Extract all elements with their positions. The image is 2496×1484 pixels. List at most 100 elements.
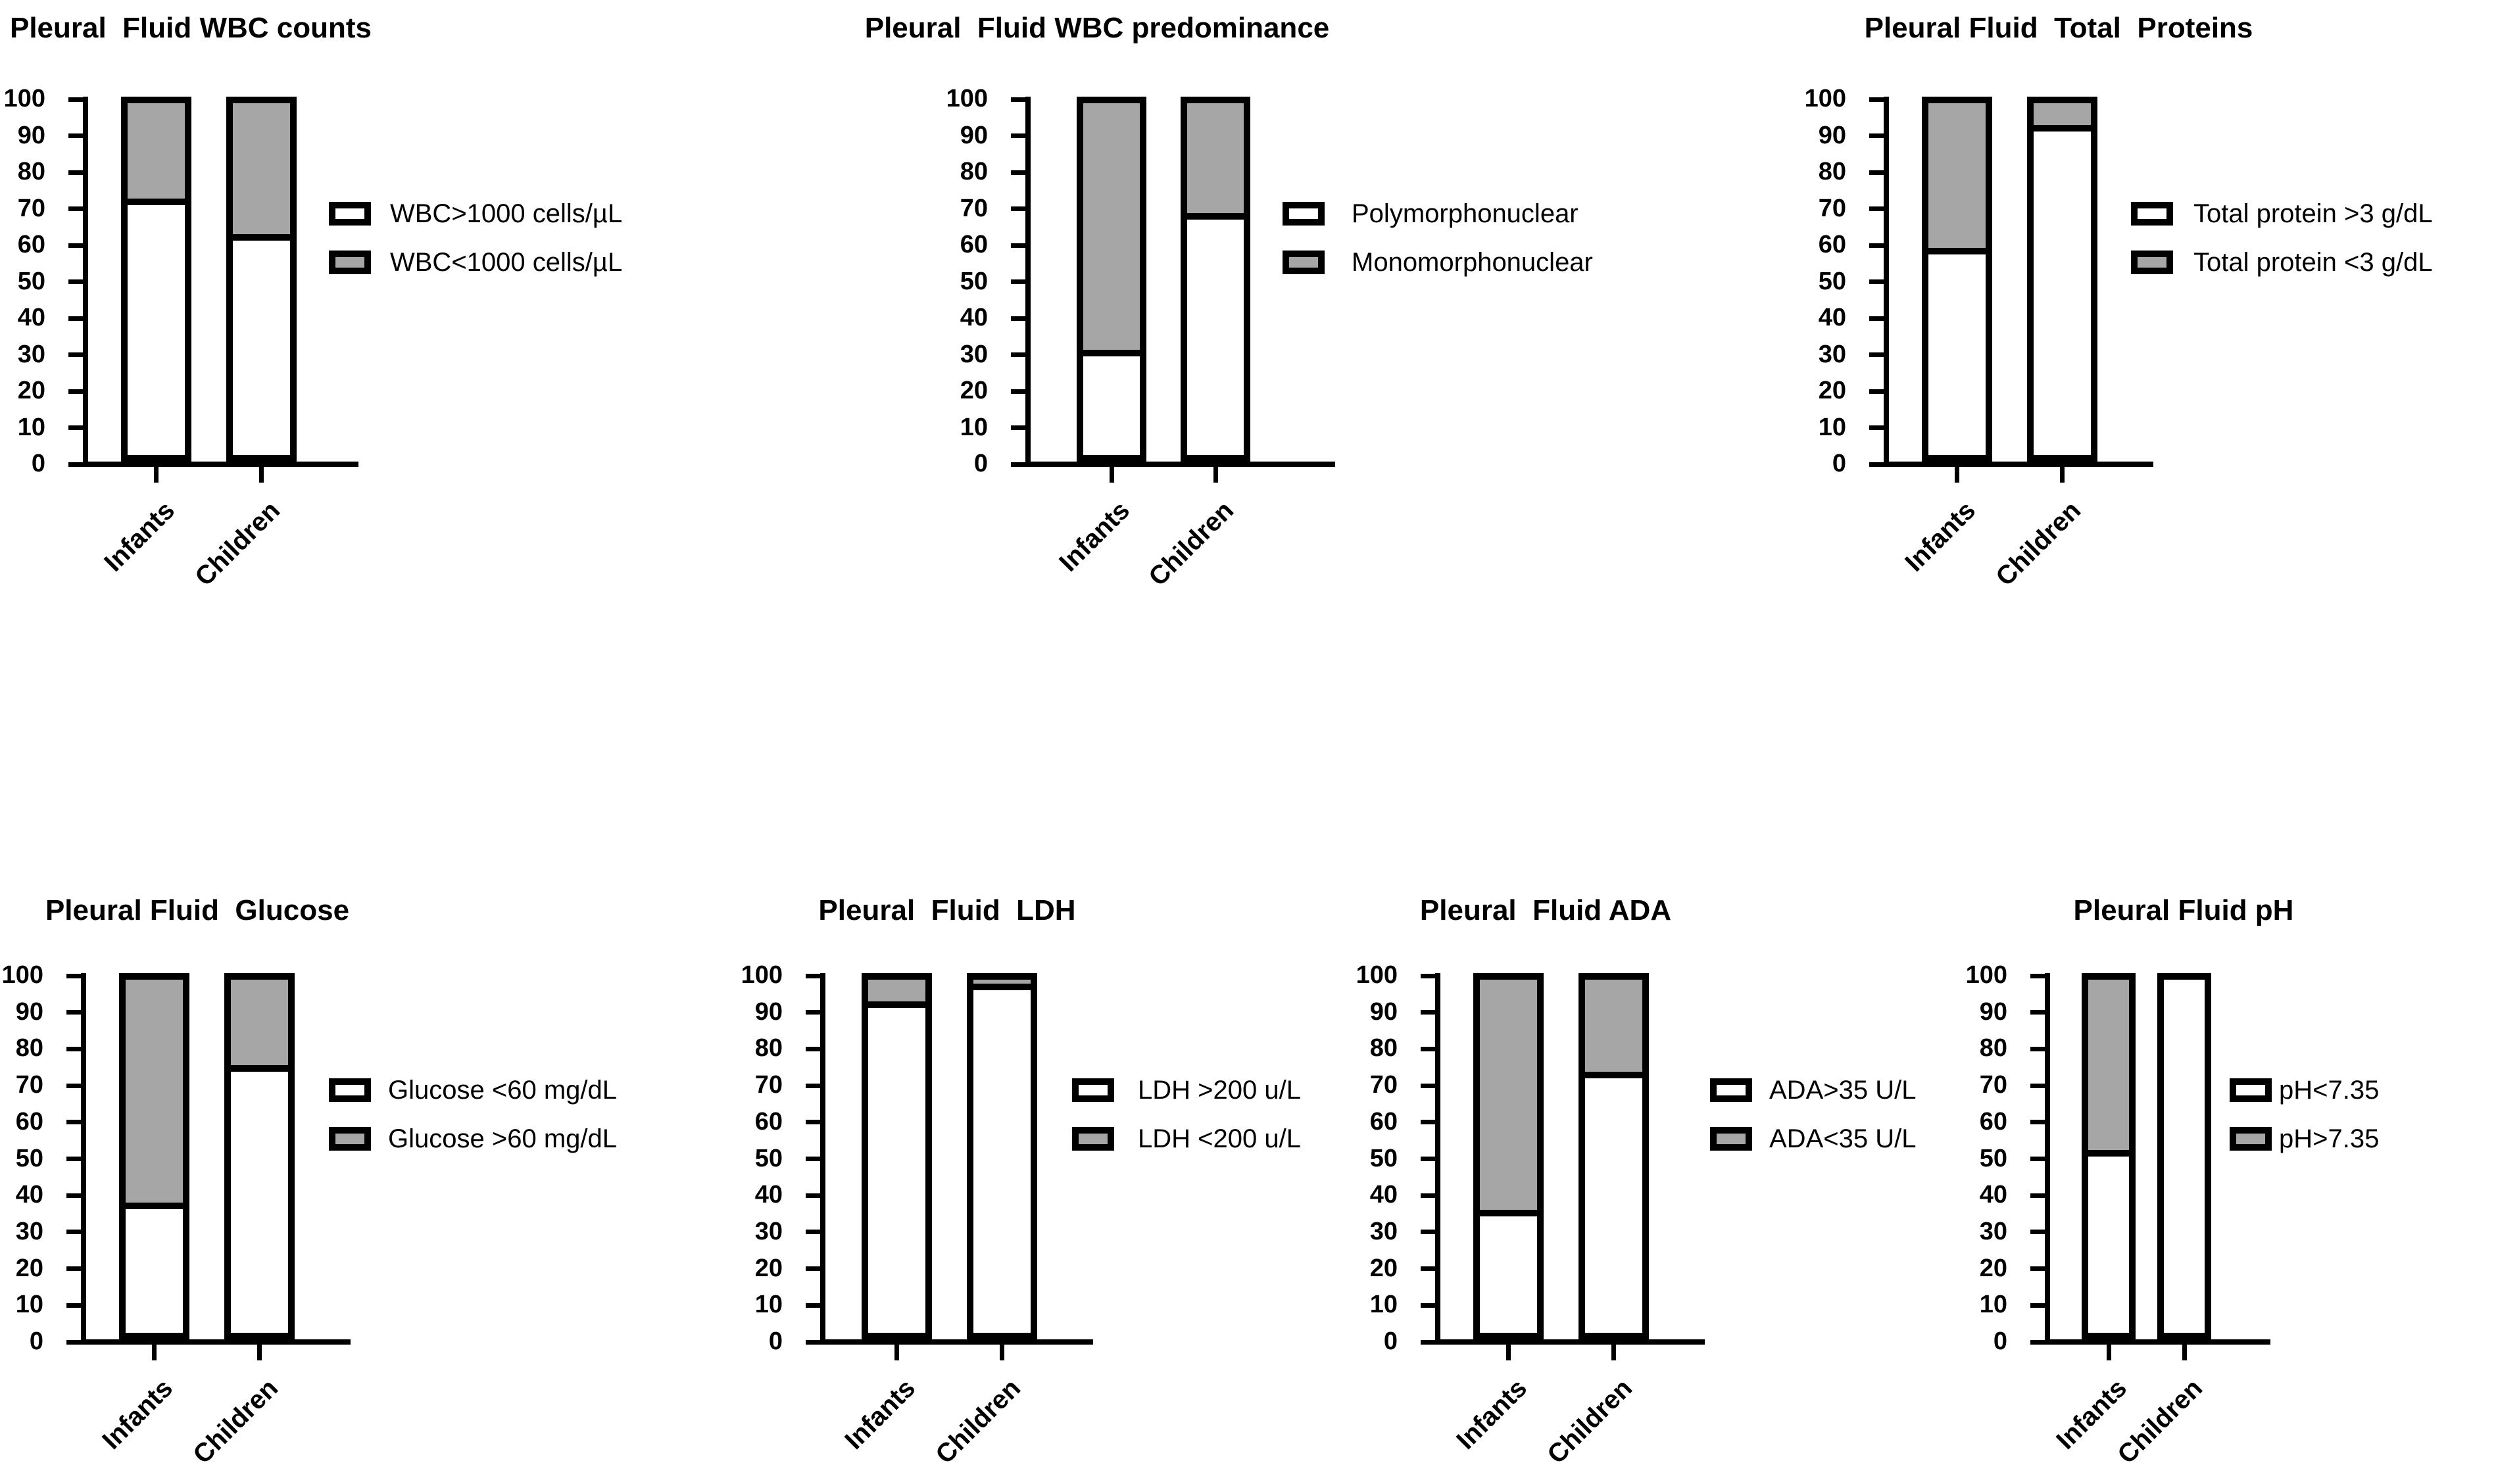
- chart-title-total-proteins: Pleural Fluid Total Proteins: [1864, 12, 2253, 44]
- y-tick-wbc-predominance-50: [1011, 279, 1025, 284]
- x-tick-glucose-infants: [152, 1345, 157, 1360]
- x-axis-ph: [2045, 1339, 2270, 1345]
- y-tick-total-proteins-90: [1869, 133, 1884, 138]
- y-tick-wbc-predominance-0: [1011, 462, 1025, 467]
- legend-label-wbc-counts-1: WBC<1000 cells/µL: [390, 248, 623, 277]
- y-tick-wbc-predominance-100: [1011, 97, 1025, 102]
- x-tick-glucose-children: [257, 1345, 262, 1360]
- y-tick-label-wbc-counts-60: 60: [17, 231, 45, 258]
- legend-swatch-ph-1: [2230, 1127, 2272, 1151]
- y-tick-label-ldh-80: 80: [754, 1034, 783, 1063]
- y-tick-label-ada-0: 0: [1383, 1328, 1398, 1355]
- y-tick-ada-40: [1421, 1193, 1435, 1198]
- y-tick-ph-100: [2030, 973, 2045, 978]
- y-tick-glucose-10: [66, 1303, 81, 1308]
- y-tick-glucose-60: [66, 1120, 81, 1125]
- y-tick-glucose-0: [66, 1339, 81, 1345]
- y-tick-label-wbc-predominance-20: 20: [960, 377, 988, 404]
- bar-ada-children: [1578, 973, 1649, 1339]
- y-tick-wbc-counts-30: [68, 352, 83, 357]
- y-tick-label-wbc-predominance-0: 0: [973, 450, 988, 477]
- y-tick-wbc-counts-80: [68, 170, 83, 175]
- x-axis-ada: [1435, 1339, 1705, 1345]
- y-tick-ada-60: [1421, 1120, 1435, 1125]
- y-tick-label-total-proteins-90: 90: [1818, 121, 1846, 149]
- y-tick-label-glucose-60: 60: [15, 1107, 43, 1136]
- legend-label-ada-1: ADA<35 U/L: [1769, 1124, 1917, 1153]
- y-tick-label-wbc-predominance-60: 60: [960, 231, 988, 258]
- y-tick-label-wbc-predominance-100: 100: [946, 85, 988, 112]
- y-tick-label-total-proteins-100: 100: [1804, 85, 1846, 112]
- chart-title-ph: Pleural Fluid pH: [2073, 894, 2294, 926]
- y-tick-label-ph-100: 100: [1965, 961, 2007, 989]
- y-tick-label-wbc-predominance-30: 30: [960, 340, 988, 368]
- legend-swatch-glucose-0: [329, 1078, 371, 1102]
- x-tick-total-proteins-infants: [1955, 467, 1959, 483]
- legend-label-glucose-0: Glucose <60 mg/dL: [388, 1076, 617, 1105]
- y-tick-ada-80: [1421, 1046, 1435, 1051]
- y-tick-wbc-counts-20: [68, 389, 83, 394]
- legend-label-total-proteins-1: Total protein <3 g/dL: [2193, 248, 2433, 277]
- y-tick-ldh-80: [806, 1046, 820, 1051]
- y-tick-label-ph-30: 30: [1979, 1217, 2007, 1245]
- y-tick-label-ph-50: 50: [1979, 1144, 2007, 1172]
- x-axis-total-proteins: [1884, 462, 2153, 467]
- y-tick-label-wbc-predominance-70: 70: [960, 194, 988, 222]
- y-tick-wbc-counts-40: [68, 316, 83, 321]
- segment-gray-glucose-children: [231, 980, 288, 1072]
- y-tick-total-proteins-30: [1869, 352, 1884, 357]
- y-tick-wbc-predominance-40: [1011, 316, 1025, 321]
- y-tick-total-proteins-50: [1869, 279, 1884, 284]
- bar-wbc-predominance-infants: [1077, 97, 1146, 462]
- segment-gray-glucose-infants: [126, 980, 183, 1210]
- y-tick-label-ldh-50: 50: [754, 1144, 783, 1172]
- y-tick-label-ada-80: 80: [1369, 1034, 1398, 1063]
- y-tick-wbc-counts-60: [68, 243, 83, 248]
- bar-wbc-predominance-children: [1181, 97, 1250, 462]
- legend-swatch-glucose-1: [329, 1127, 371, 1151]
- y-tick-wbc-predominance-10: [1011, 425, 1025, 430]
- y-tick-ph-40: [2030, 1193, 2045, 1198]
- y-tick-ph-90: [2030, 1010, 2045, 1015]
- x-axis-glucose: [81, 1339, 351, 1345]
- x-tick-ph-infants: [2106, 1345, 2111, 1360]
- x-tick-ada-children: [1611, 1345, 1616, 1360]
- y-tick-ada-30: [1421, 1230, 1435, 1235]
- y-tick-label-total-proteins-70: 70: [1818, 194, 1846, 222]
- y-tick-ada-100: [1421, 973, 1435, 978]
- legend-label-wbc-predominance-1: Monomorphonuclear: [1352, 248, 1593, 277]
- x-tick-wbc-predominance-infants: [1109, 467, 1114, 483]
- y-tick-total-proteins-70: [1869, 206, 1884, 211]
- y-tick-ph-80: [2030, 1046, 2045, 1051]
- x-tick-ph-children: [2182, 1345, 2187, 1360]
- legend-swatch-ada-1: [1710, 1127, 1752, 1151]
- bar-glucose-children: [224, 973, 295, 1339]
- y-tick-wbc-predominance-30: [1011, 352, 1025, 357]
- y-tick-label-ldh-20: 20: [754, 1254, 783, 1282]
- y-tick-ph-70: [2030, 1083, 2045, 1088]
- x-tick-ldh-children: [1000, 1345, 1004, 1360]
- y-tick-label-wbc-predominance-80: 80: [960, 158, 988, 185]
- y-tick-ph-50: [2030, 1157, 2045, 1161]
- y-tick-label-ada-90: 90: [1369, 997, 1398, 1026]
- x-label-glucose-infants: Infants: [96, 1374, 178, 1455]
- bar-wbc-counts-infants: [121, 97, 191, 462]
- y-tick-label-ldh-0: 0: [768, 1328, 783, 1355]
- y-tick-label-ph-70: 70: [1979, 1071, 2007, 1099]
- legend-label-wbc-predominance-0: Polymorphonuclear: [1352, 199, 1578, 228]
- x-tick-ldh-infants: [894, 1345, 899, 1360]
- y-tick-label-ldh-100: 100: [741, 961, 783, 989]
- bar-total-proteins-children: [2027, 97, 2097, 462]
- y-tick-label-glucose-50: 50: [15, 1144, 43, 1172]
- y-tick-ada-10: [1421, 1303, 1435, 1308]
- y-axis-wbc-counts: [83, 97, 88, 467]
- segment-gray-ldh-children: [973, 980, 1031, 991]
- y-tick-ph-0: [2030, 1339, 2045, 1345]
- y-tick-wbc-predominance-90: [1011, 133, 1025, 138]
- x-label-ldh-infants: Infants: [839, 1374, 921, 1455]
- y-tick-label-wbc-counts-80: 80: [17, 158, 45, 185]
- x-tick-wbc-counts-infants: [154, 467, 159, 483]
- y-tick-label-glucose-80: 80: [15, 1034, 43, 1063]
- y-tick-label-ldh-70: 70: [754, 1071, 783, 1099]
